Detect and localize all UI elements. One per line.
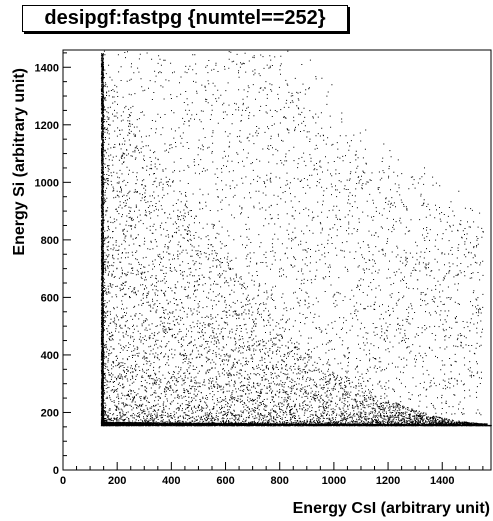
x-tick-label: 200 <box>108 475 126 487</box>
x-tick-label: 1200 <box>376 475 400 487</box>
y-tick-label: 1200 <box>35 120 59 132</box>
x-axis: 0 200 400 600 800 1000 1200 1400 <box>60 462 484 487</box>
y-tick-label: 0 <box>53 465 59 477</box>
y-tick-label: 1400 <box>35 62 59 74</box>
x-tick-label: 800 <box>271 475 289 487</box>
y-tick-label: 600 <box>41 292 59 304</box>
y-tick-label: 800 <box>41 235 59 247</box>
x-tick-label: 600 <box>216 475 234 487</box>
y-tick-label: 400 <box>41 350 59 362</box>
y-axis: 0 200 400 600 800 1000 1200 1400 <box>35 52 71 477</box>
x-tick-label: 0 <box>60 475 66 487</box>
scatter-points <box>100 50 492 427</box>
y-tick-label: 200 <box>41 407 59 419</box>
scatter-point-cloud <box>100 50 492 427</box>
chart-title: desipgf:fastpg {numtel==252} <box>22 5 348 32</box>
plot-border <box>62 49 492 471</box>
x-tick-label: 400 <box>162 475 180 487</box>
plot-frame <box>62 49 492 471</box>
x-tick-label: 1000 <box>322 475 346 487</box>
y-axis-title: Energy Si (arbitrary unit) <box>11 68 28 256</box>
x-tick-label: 1400 <box>430 475 454 487</box>
y-tick-label: 1000 <box>35 177 59 189</box>
x-axis-title: Energy CsI (arbitrary unit) <box>293 500 490 517</box>
